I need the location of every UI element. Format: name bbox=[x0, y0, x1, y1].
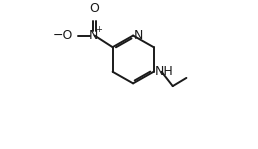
Text: NH: NH bbox=[155, 65, 174, 78]
Text: −O: −O bbox=[53, 29, 73, 42]
Text: +: + bbox=[95, 25, 102, 34]
Text: N: N bbox=[134, 29, 143, 42]
Text: O: O bbox=[90, 2, 100, 15]
Text: N: N bbox=[89, 29, 99, 42]
